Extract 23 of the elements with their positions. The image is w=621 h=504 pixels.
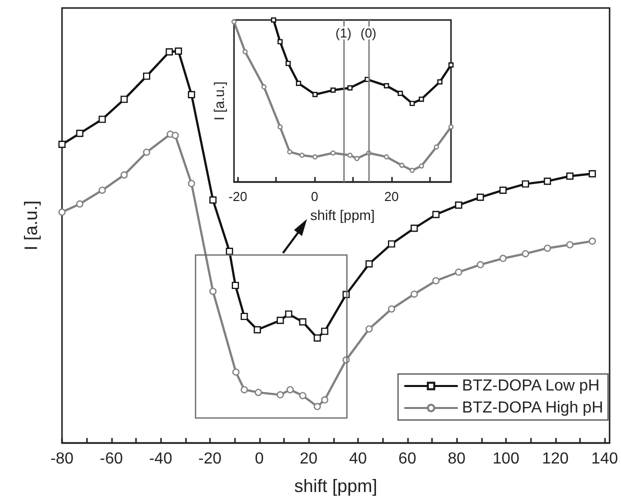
y-axis-title: I [a.u.]: [21, 200, 41, 251]
x-tick-label: -20: [198, 450, 222, 468]
x-tick-label: 0: [254, 450, 264, 468]
x-tick-label: -80: [50, 450, 74, 468]
x-tick-label: 80: [448, 450, 466, 468]
x-tick-label: 20: [384, 189, 399, 204]
x-tick-label: 100: [492, 450, 520, 468]
legend-label: BTZ-DOPA Low pH: [462, 378, 600, 394]
x-tick-label: -60: [100, 450, 123, 468]
annotation: (0): [360, 25, 376, 40]
x-tick-label: -40: [149, 450, 172, 468]
annotation: (1): [336, 25, 352, 40]
x-axis-title: shift [ppm]: [294, 476, 378, 496]
y-axis-title: I [a.u.]: [211, 82, 227, 120]
x-tick-label: 0: [311, 189, 318, 204]
x-tick-label: 120: [542, 450, 569, 468]
x-tick-label: 20: [300, 450, 318, 468]
x-tick-label: 40: [349, 450, 367, 468]
x-tick-label: 60: [398, 450, 416, 468]
x-tick-label: 140: [591, 450, 618, 468]
x-axis-title: shift [ppm]: [310, 206, 375, 223]
legend-label: BTZ-DOPA High pH: [462, 400, 604, 416]
x-tick-label: -20: [228, 189, 248, 204]
